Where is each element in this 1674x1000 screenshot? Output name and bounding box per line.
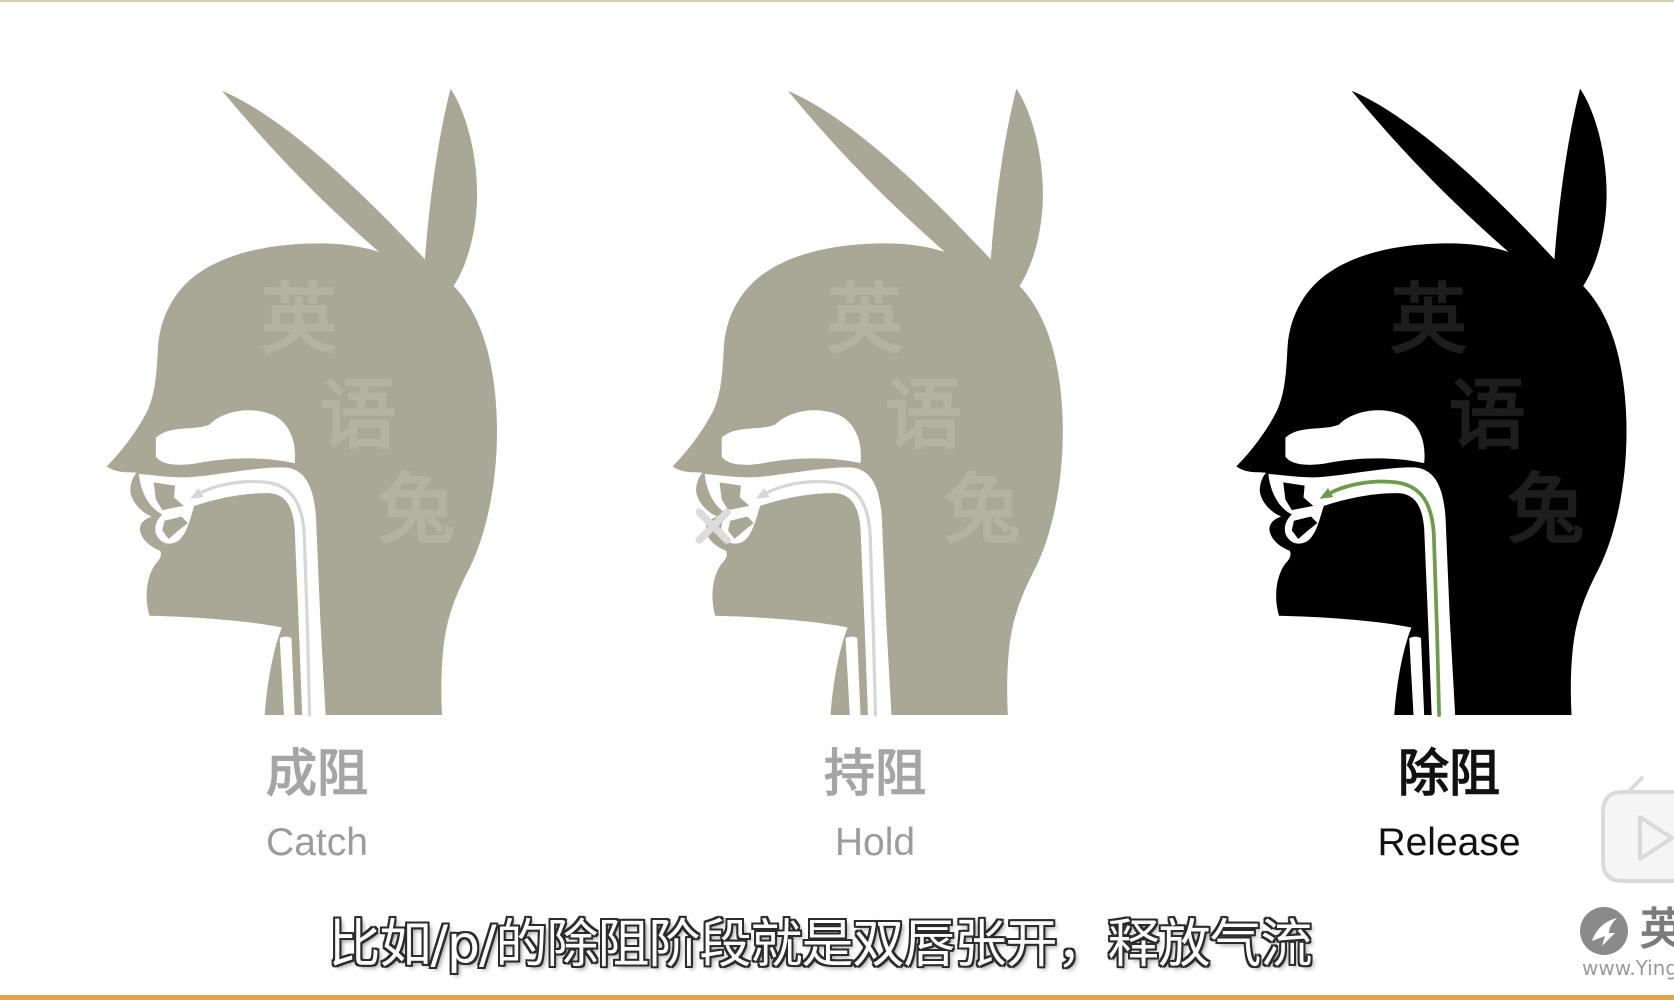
head-catch: 英 语 兔	[106, 88, 497, 717]
stage-title-en: Release	[1377, 821, 1521, 864]
top-rule	[0, 0, 1674, 2]
logo-url: www.Ying	[1582, 956, 1674, 980]
stage-title-zh: 成阻	[265, 744, 368, 804]
stage-label-hold: 持阻 Hold	[765, 742, 985, 867]
watermark-char: 语	[1449, 371, 1526, 461]
x-mark-icon	[695, 508, 731, 544]
stage-title-zh: 除阻	[1397, 744, 1500, 804]
stage-label-catch: 成阻 Catch	[207, 742, 427, 867]
watermark-char: 语	[319, 371, 396, 461]
head-release: 英 语 兔	[1236, 88, 1627, 717]
watermark-char: 兔	[944, 465, 1021, 555]
play-triangle	[1638, 815, 1674, 861]
x-mark-stroke	[695, 508, 731, 544]
bottom-progress-bar	[0, 995, 1674, 1000]
tv-antenna	[1626, 776, 1644, 794]
rabbit-logo-icon	[1580, 907, 1628, 955]
watermark-char: 英	[1390, 275, 1468, 365]
watermark-char: 语	[885, 371, 962, 461]
stage-title-zh: 持阻	[823, 744, 926, 804]
tv-play-icon	[1601, 776, 1674, 883]
watermark-char: 英	[261, 275, 339, 365]
video-subtitle: 比如/p/的除阻阶段就是双唇张开，释放气流	[328, 915, 1312, 975]
logo-glyph	[1592, 918, 1617, 946]
stage-title-en: Catch	[266, 821, 368, 864]
stage-title-en: Hold	[834, 821, 916, 864]
watermark-char: 兔	[1507, 465, 1584, 555]
head-hold: 英 语 兔	[672, 88, 1063, 717]
watermark-char: 英	[826, 275, 904, 365]
logo-wordmark: 英	[1640, 904, 1674, 955]
watermark-char: 兔	[378, 465, 455, 555]
stage-label-release: 除阻 Release	[1339, 742, 1559, 867]
